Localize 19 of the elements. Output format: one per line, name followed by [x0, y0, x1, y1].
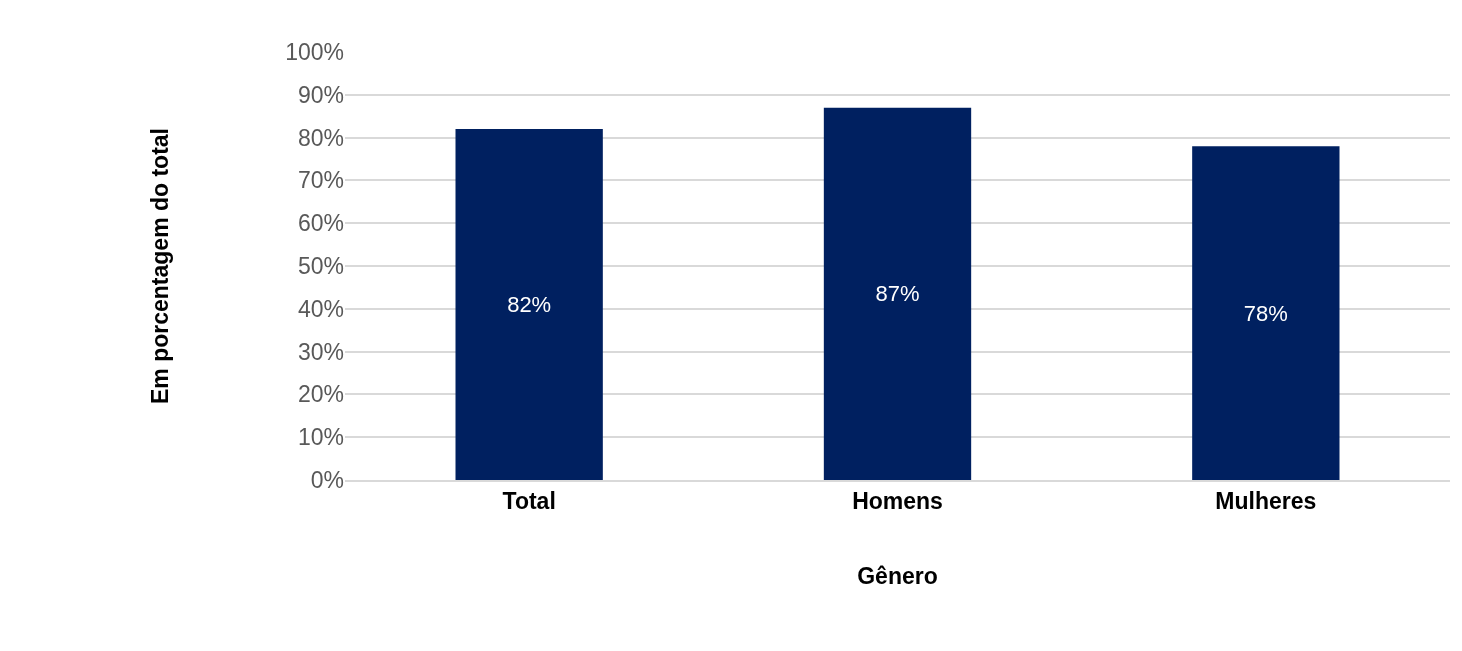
y-tick-label: 70% — [297, 167, 344, 194]
y-tick-label: 60% — [297, 210, 344, 237]
y-tick-label: 40% — [297, 295, 344, 322]
data-label: 82% — [507, 292, 552, 318]
x-tick-label: Mulheres — [1215, 488, 1317, 515]
y-tick-label: 20% — [297, 381, 344, 408]
x-tick-label: Homens — [852, 488, 943, 515]
y-tick-label: 10% — [297, 424, 344, 451]
y-axis-title: Em porcentagem do total — [146, 127, 173, 405]
y-tick-label: 0% — [310, 467, 344, 494]
y-tick-label: 50% — [297, 253, 344, 280]
y-tick-label: 90% — [297, 81, 344, 108]
y-tick-label: 80% — [297, 124, 344, 151]
x-tick-label: Total — [502, 488, 556, 515]
data-label: 87% — [875, 281, 920, 307]
x-axis-title: Gênero — [857, 563, 938, 590]
data-label: 78% — [1243, 300, 1288, 326]
y-tick-label: 30% — [297, 338, 344, 365]
y-tick-label: 100% — [285, 39, 344, 66]
